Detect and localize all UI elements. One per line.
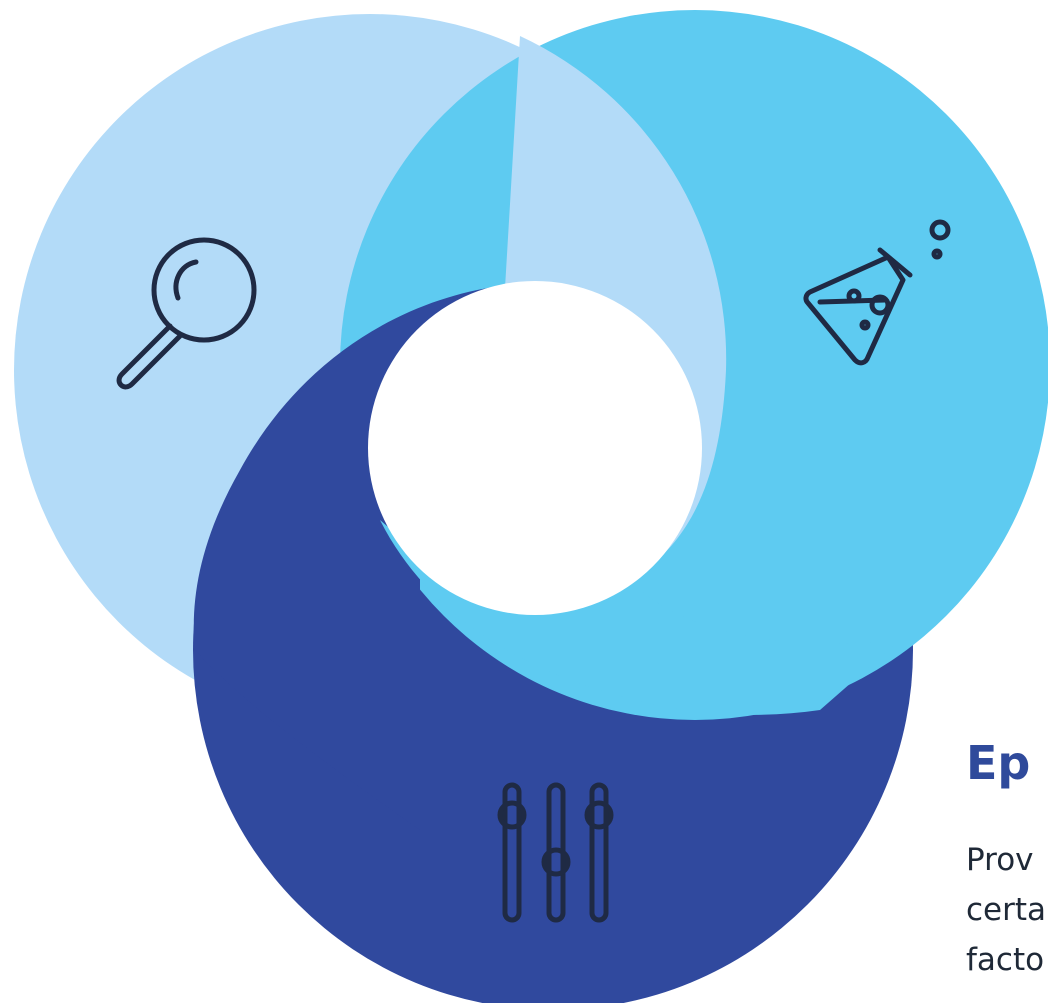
body-text-line-2: certa (966, 892, 1047, 928)
body-text-line-1: Prov (966, 842, 1034, 878)
segment-dark-blue-swoosh (193, 286, 500, 830)
segment-cyan-swoosh (380, 520, 900, 715)
search-icon (116, 237, 257, 390)
flask-icon (803, 219, 951, 366)
sliders-icon (497, 782, 614, 923)
body-text-line-3: facto (966, 942, 1045, 978)
center-hole (368, 281, 702, 615)
section-heading: Ep (966, 736, 1031, 790)
